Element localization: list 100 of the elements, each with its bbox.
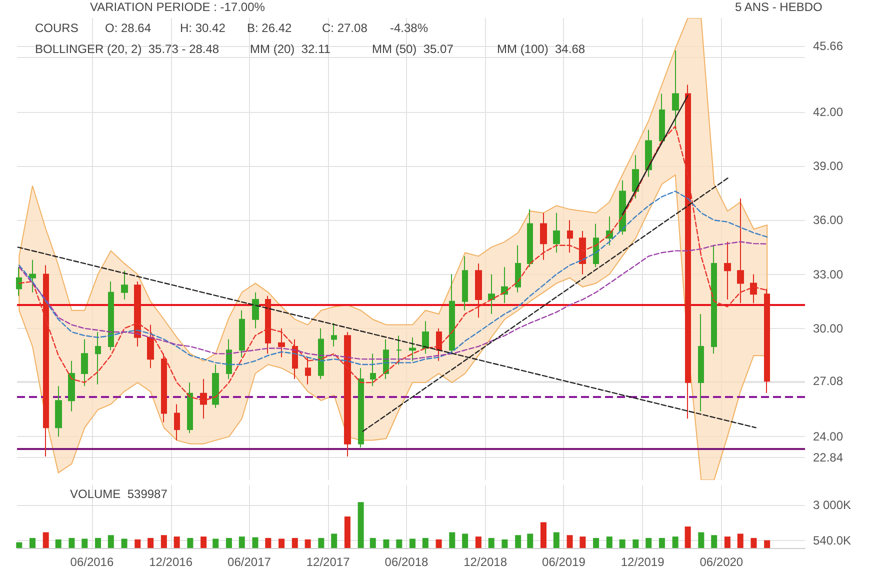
- x-tick-label: 06/2017: [228, 555, 272, 569]
- bar: [187, 538, 194, 548]
- candlestick: [187, 382, 193, 434]
- candlestick: [95, 332, 101, 385]
- bar: [318, 538, 324, 548]
- candlestick: [108, 280, 114, 351]
- bar: [737, 534, 744, 548]
- candlestick: [527, 208, 533, 268]
- bar: [121, 538, 128, 548]
- candlestick: [161, 353, 167, 423]
- candlestick: [396, 335, 402, 365]
- line-series: [18, 241, 768, 360]
- text: 5 ANS - HEBDO: [735, 0, 822, 14]
- annotation: MM (100) 34.68: [497, 42, 586, 56]
- bar: [553, 532, 560, 548]
- candlestick: [462, 256, 468, 311]
- candlestick: [501, 266, 508, 304]
- annotation: C: 27.08: [322, 21, 368, 35]
- x-tick-label: 06/2016: [70, 555, 114, 569]
- candlestick: [579, 230, 586, 275]
- bar: [580, 536, 586, 548]
- line-series: [18, 126, 768, 402]
- bar: [646, 538, 652, 548]
- candlestick: [43, 264, 49, 458]
- bar: [396, 539, 402, 548]
- candlestick: [305, 356, 311, 385]
- bar: [422, 538, 428, 548]
- bar: [200, 536, 207, 548]
- annotation: COURS: [35, 21, 78, 35]
- annotation: -4.38%: [390, 21, 428, 35]
- annotation: MM (20) 32.11: [250, 42, 331, 56]
- candlestick: [68, 360, 75, 412]
- candlestick: [698, 313, 704, 412]
- y-tick-label: 45.66: [813, 38, 844, 53]
- candlestick: [567, 220, 573, 254]
- bar: [764, 540, 770, 548]
- candlestick: [55, 386, 62, 438]
- bar: [540, 522, 546, 548]
- bar: [724, 536, 730, 548]
- candlestick: [672, 50, 679, 130]
- x-tick-label: 12/2018: [464, 555, 508, 569]
- candlestick: [659, 93, 665, 145]
- candlestick: [239, 310, 245, 358]
- bar: [672, 536, 678, 548]
- candlestick: [370, 353, 376, 387]
- candlestick: [409, 336, 416, 362]
- candlestick: [488, 274, 495, 314]
- candlestick: [344, 332, 351, 458]
- annotation: B: 26.42: [247, 21, 292, 35]
- bar: [30, 538, 36, 548]
- candlestick: [724, 241, 731, 300]
- x-tick-label: 06/2019: [542, 555, 586, 569]
- candlestick: [750, 274, 757, 304]
- bar: [252, 537, 258, 548]
- text: VARIATION PERIODE : -17.00%: [90, 0, 266, 14]
- line-series: [18, 190, 768, 366]
- candlestick: [632, 154, 639, 199]
- candlestick: [619, 180, 626, 236]
- bar: [42, 532, 49, 548]
- candlestick: [252, 292, 259, 329]
- candlestick: [358, 368, 364, 448]
- candlestick: [685, 84, 691, 420]
- bar: [331, 534, 338, 548]
- y-tick-label: 30.00: [813, 321, 844, 336]
- x-tick-label: 12/2019: [620, 555, 665, 569]
- candlestick: [265, 295, 271, 354]
- bar: [462, 534, 468, 548]
- bar: [606, 536, 612, 548]
- candlestick: [449, 274, 455, 354]
- candlestick: [436, 328, 442, 362]
- bar: [226, 538, 232, 548]
- x-tick-label: 06/2018: [384, 555, 428, 569]
- annotation: BOLLINGER (20, 2) 35.73 - 28.48: [35, 42, 220, 56]
- bar: [134, 539, 141, 548]
- candlestick: [174, 404, 180, 441]
- candlestick: [121, 270, 128, 300]
- bar: [370, 538, 376, 548]
- candlestick: [81, 338, 88, 387]
- candlestick: [737, 198, 744, 304]
- annotation: H: 30.42: [180, 21, 226, 35]
- candlestick: [422, 320, 429, 354]
- bar: [658, 538, 665, 548]
- bar: [436, 539, 442, 548]
- bar: [94, 538, 101, 548]
- bar: [410, 538, 416, 548]
- annotation: VOLUME 539987: [70, 487, 168, 501]
- bar: [502, 539, 508, 548]
- bar: [449, 532, 456, 548]
- bar: [278, 538, 285, 548]
- bar: [527, 534, 534, 548]
- bar: [566, 535, 573, 548]
- bar: [148, 538, 154, 548]
- y-tick-label: 22.84: [813, 450, 844, 465]
- bar: [238, 536, 245, 548]
- candlestick: [278, 328, 285, 358]
- y-tick-label: 540.0K: [813, 533, 852, 548]
- bar: [358, 502, 364, 548]
- annotation: O: 28.64: [105, 21, 152, 35]
- y-tick-label: 42.00: [813, 104, 844, 119]
- annotation: MM (50) 35.07: [372, 42, 454, 56]
